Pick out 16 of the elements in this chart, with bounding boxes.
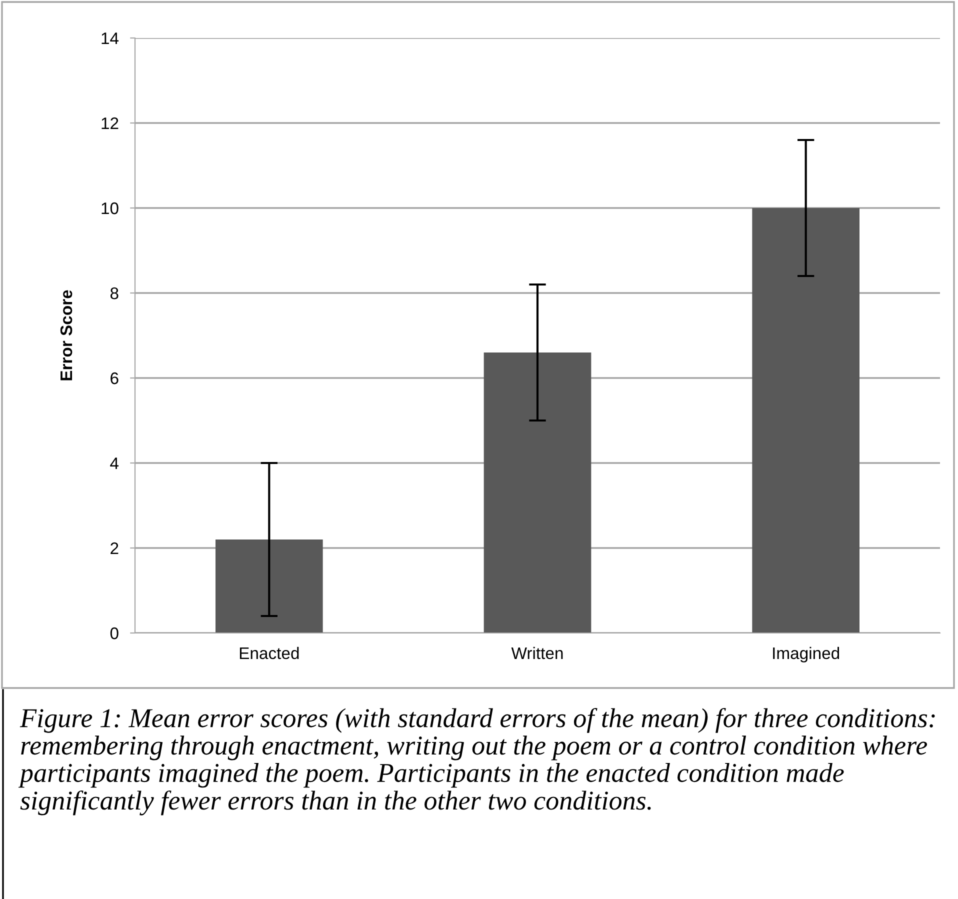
x-tick-label: Enacted [240,646,299,660]
y-axis-title: Error Score [60,290,72,380]
y-tick-label: 14 [102,32,119,44]
y-tick-label: 8 [110,287,118,300]
y-tick-label: 0 [110,627,118,640]
bar [484,352,592,633]
bar [752,208,860,633]
bar [216,540,323,633]
x-tick-label: Written [511,646,563,660]
x-tick-label: Imagined [773,646,840,662]
y-tick-label: 12 [102,117,118,130]
caption: Figure 1: Mean error scores (with standard errors of the mean) for three conditions: remembering through enactment, writing out the poem or a control condition where participants imagined the poem. Participants in the enacted condition made significantly fewer errors than in the other two conditions. [18,708,935,816]
y-tick-label: 10 [102,202,118,214]
y-tick-label: 2 [110,542,118,554]
y-tick-label: 4 [110,458,119,470]
y-tick-label: 6 [110,372,118,384]
